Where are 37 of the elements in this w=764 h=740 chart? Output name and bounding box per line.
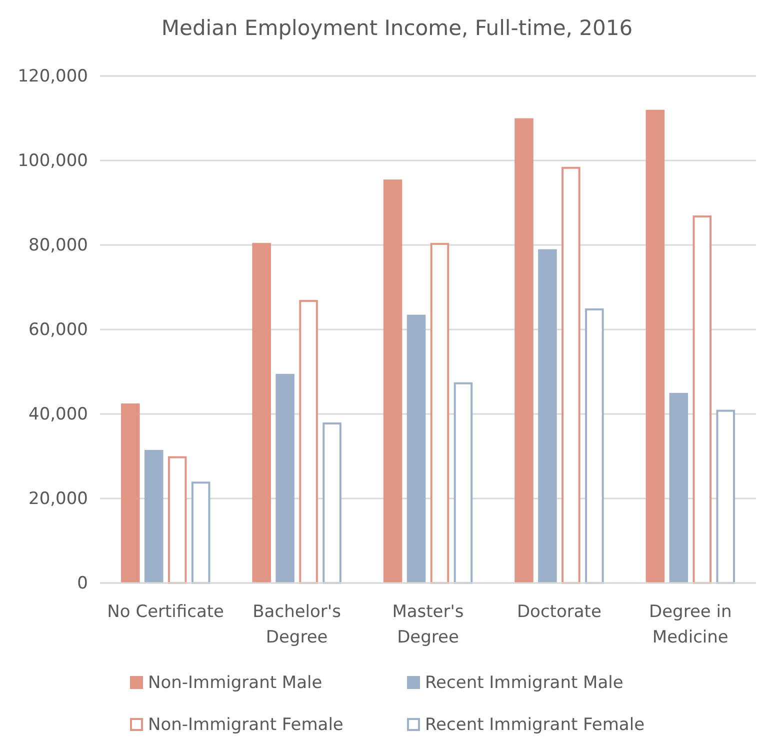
y-tick-label: 40,000 — [28, 404, 88, 424]
bar — [430, 242, 450, 584]
y-tick-label: 80,000 — [28, 235, 88, 256]
bar — [322, 422, 342, 584]
bar — [538, 249, 557, 583]
y-tick-label: 20,000 — [28, 488, 88, 509]
bar — [585, 308, 604, 584]
y-tick-label: 100,000 — [18, 150, 88, 171]
bar — [252, 242, 271, 583]
bar — [383, 180, 402, 583]
y-tick-label: 60,000 — [28, 320, 88, 340]
x-tick-label: Master's Degree — [392, 602, 464, 648]
y-tick-label: 0 — [77, 573, 88, 594]
bar — [406, 314, 426, 583]
bar — [454, 382, 473, 584]
bar — [144, 450, 164, 583]
x-tick-label: Doctorate — [516, 602, 602, 622]
bar — [120, 403, 140, 583]
legend-label: Recent Immigrant Female — [425, 715, 645, 735]
y-tick-label: 120,000 — [18, 66, 88, 86]
bar — [299, 300, 318, 584]
x-tick-label: No Certificate — [107, 602, 224, 622]
legend-label: Non-Immigrant Male — [148, 673, 322, 693]
bar — [514, 118, 534, 583]
legend-label: Non-Immigrant Female — [148, 715, 344, 735]
legend-label: Recent Immigrant Male — [425, 673, 624, 693]
bar — [646, 110, 665, 583]
bar — [692, 215, 712, 584]
bar — [669, 392, 688, 583]
bar — [562, 166, 580, 584]
bar — [168, 456, 187, 584]
chart-title: Median Employment Income, Full-time, 2016 — [161, 16, 633, 40]
bar — [276, 374, 294, 583]
x-tick-label: Bachelor's Degree — [252, 602, 342, 648]
x-tick-label: Degree in Medicine — [649, 602, 732, 648]
bar — [191, 482, 210, 584]
bar — [716, 410, 736, 584]
